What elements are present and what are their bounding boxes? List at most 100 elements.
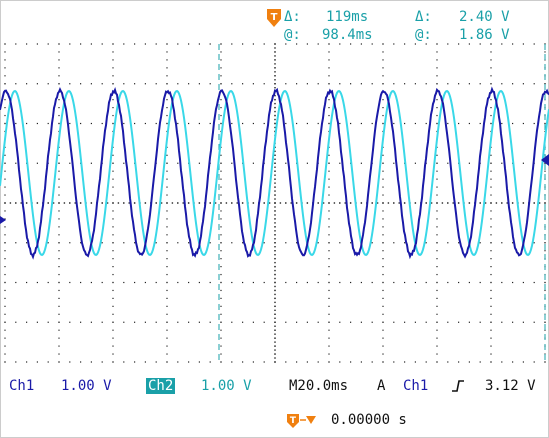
- graticule-dot: [80, 83, 82, 85]
- graticule-dot: [274, 198, 276, 200]
- trigger-source[interactable]: Ch1: [403, 378, 429, 394]
- graticule-dot: [155, 361, 157, 363]
- graticule-dot: [26, 281, 28, 284]
- graticule-dot: [317, 321, 319, 323]
- graticule-dot: [436, 75, 438, 77]
- graticule-dot: [274, 325, 276, 327]
- graticule-dot: [144, 162, 146, 164]
- graticule-dot: [144, 281, 146, 284]
- graticule-dot: [479, 321, 481, 323]
- graticule-dot: [274, 114, 276, 117]
- graticule-dot: [522, 43, 524, 45]
- graticule-dot: [112, 281, 114, 284]
- graticule-dot: [468, 202, 471, 204]
- graticule-dot: [490, 242, 492, 244]
- graticule-dot: [350, 242, 352, 244]
- graticule-dot: [9, 202, 12, 204]
- graticule-dot: [328, 75, 330, 77]
- graticule-dot: [296, 122, 298, 125]
- graticule-dot: [425, 83, 427, 85]
- graticule-dot: [512, 361, 514, 363]
- graticule-dot: [123, 43, 125, 45]
- graticule-dot: [436, 313, 438, 315]
- graticule-dot: [166, 75, 168, 77]
- graticule-dot: [274, 55, 276, 57]
- graticule-dot: [58, 194, 60, 196]
- graticule-dot: [425, 43, 427, 45]
- graticule-dot: [242, 321, 244, 323]
- graticule-dot: [274, 47, 276, 49]
- graticule-dot: [274, 297, 276, 300]
- graticule-dot: [242, 361, 244, 363]
- graticule-dot: [69, 202, 71, 204]
- graticule-dot: [382, 51, 384, 53]
- graticule-dot: [144, 122, 146, 125]
- graticule-dot: [360, 321, 362, 323]
- graticule-dot: [188, 122, 190, 125]
- trigger-level-marker: [541, 154, 549, 166]
- graticule-dot: [274, 166, 276, 168]
- graticule-dot: [112, 186, 114, 188]
- graticule-dot: [360, 281, 362, 284]
- graticule-dot: [290, 202, 292, 204]
- graticule-dot: [166, 266, 168, 268]
- graticule-dot: [47, 83, 49, 85]
- ch2-label[interactable]: Ch2: [146, 378, 176, 394]
- graticule-dot: [15, 122, 17, 125]
- graticule-dot: [112, 250, 114, 252]
- graticule-dot: [58, 289, 60, 292]
- timebase[interactable]: M20.0ms: [289, 378, 349, 394]
- graticule-dot: [512, 122, 514, 125]
- ch1-label[interactable]: Ch1: [9, 378, 35, 394]
- graticule-dot: [328, 226, 330, 228]
- graticule-dot: [544, 170, 546, 172]
- graticule-dot: [360, 361, 362, 363]
- graticule-dot: [177, 361, 179, 363]
- graticule-dot: [242, 122, 244, 125]
- graticule-dot: [231, 361, 233, 363]
- graticule-dot: [274, 210, 276, 212]
- graticule-dot: [544, 122, 546, 125]
- graticule-dot: [544, 210, 546, 212]
- graticule-dot: [328, 242, 330, 244]
- graticule-dot: [69, 122, 71, 125]
- graticule-dot: [328, 321, 330, 323]
- graticule-dot: [36, 321, 38, 323]
- trigger-position-marker[interactable]: T: [267, 9, 281, 33]
- graticule-dot: [252, 122, 254, 125]
- graticule-dot: [15, 242, 17, 244]
- graticule-dot: [198, 361, 200, 363]
- graticule-dot: [490, 289, 492, 292]
- graticule-dot: [36, 202, 39, 204]
- graticule-dot: [522, 321, 524, 323]
- graticule-dot: [166, 321, 168, 323]
- graticule-dot: [350, 361, 352, 363]
- graticule-dot: [458, 83, 460, 85]
- graticule-dot: [441, 202, 444, 204]
- graticule-dot: [112, 266, 114, 268]
- graticule-dot: [166, 114, 168, 117]
- graticule-dot: [479, 43, 481, 45]
- graticule-dot: [382, 202, 384, 204]
- graticule-dot: [112, 154, 114, 156]
- trigger-t-icon: T: [267, 9, 281, 27]
- graticule-dot: [328, 114, 330, 117]
- graticule-dot: [393, 122, 395, 125]
- graticule-dot: [490, 250, 492, 252]
- graticule-dot: [112, 337, 114, 339]
- graticule-dot: [339, 281, 341, 284]
- graticule-dot: [382, 361, 384, 363]
- graticule-dot: [533, 242, 535, 244]
- graticule-dot: [90, 321, 92, 323]
- graticule-dot: [4, 250, 6, 252]
- graticule-dot: [306, 202, 309, 204]
- graticule-dot: [112, 353, 114, 355]
- graticule-dot: [36, 162, 38, 164]
- graticule-dot: [274, 269, 276, 272]
- graticule-dot: [209, 242, 211, 244]
- graticule-dot: [274, 98, 276, 101]
- graticule-dot: [209, 202, 211, 204]
- graticule-dot: [360, 83, 362, 85]
- graticule-dot: [58, 210, 60, 212]
